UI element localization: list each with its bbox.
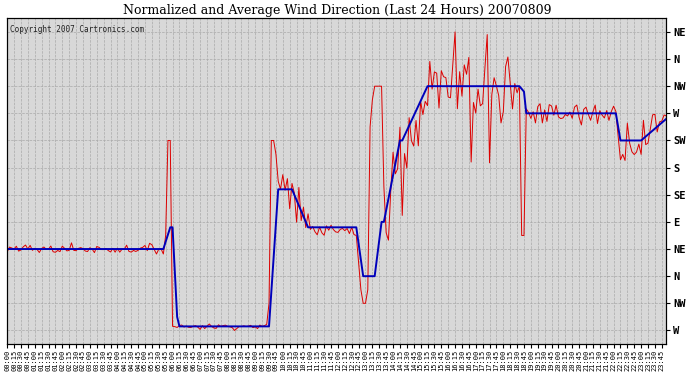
Title: Normalized and Average Wind Direction (Last 24 Hours) 20070809: Normalized and Average Wind Direction (L… (123, 4, 551, 17)
Text: Copyright 2007 Cartronics.com: Copyright 2007 Cartronics.com (10, 25, 145, 34)
